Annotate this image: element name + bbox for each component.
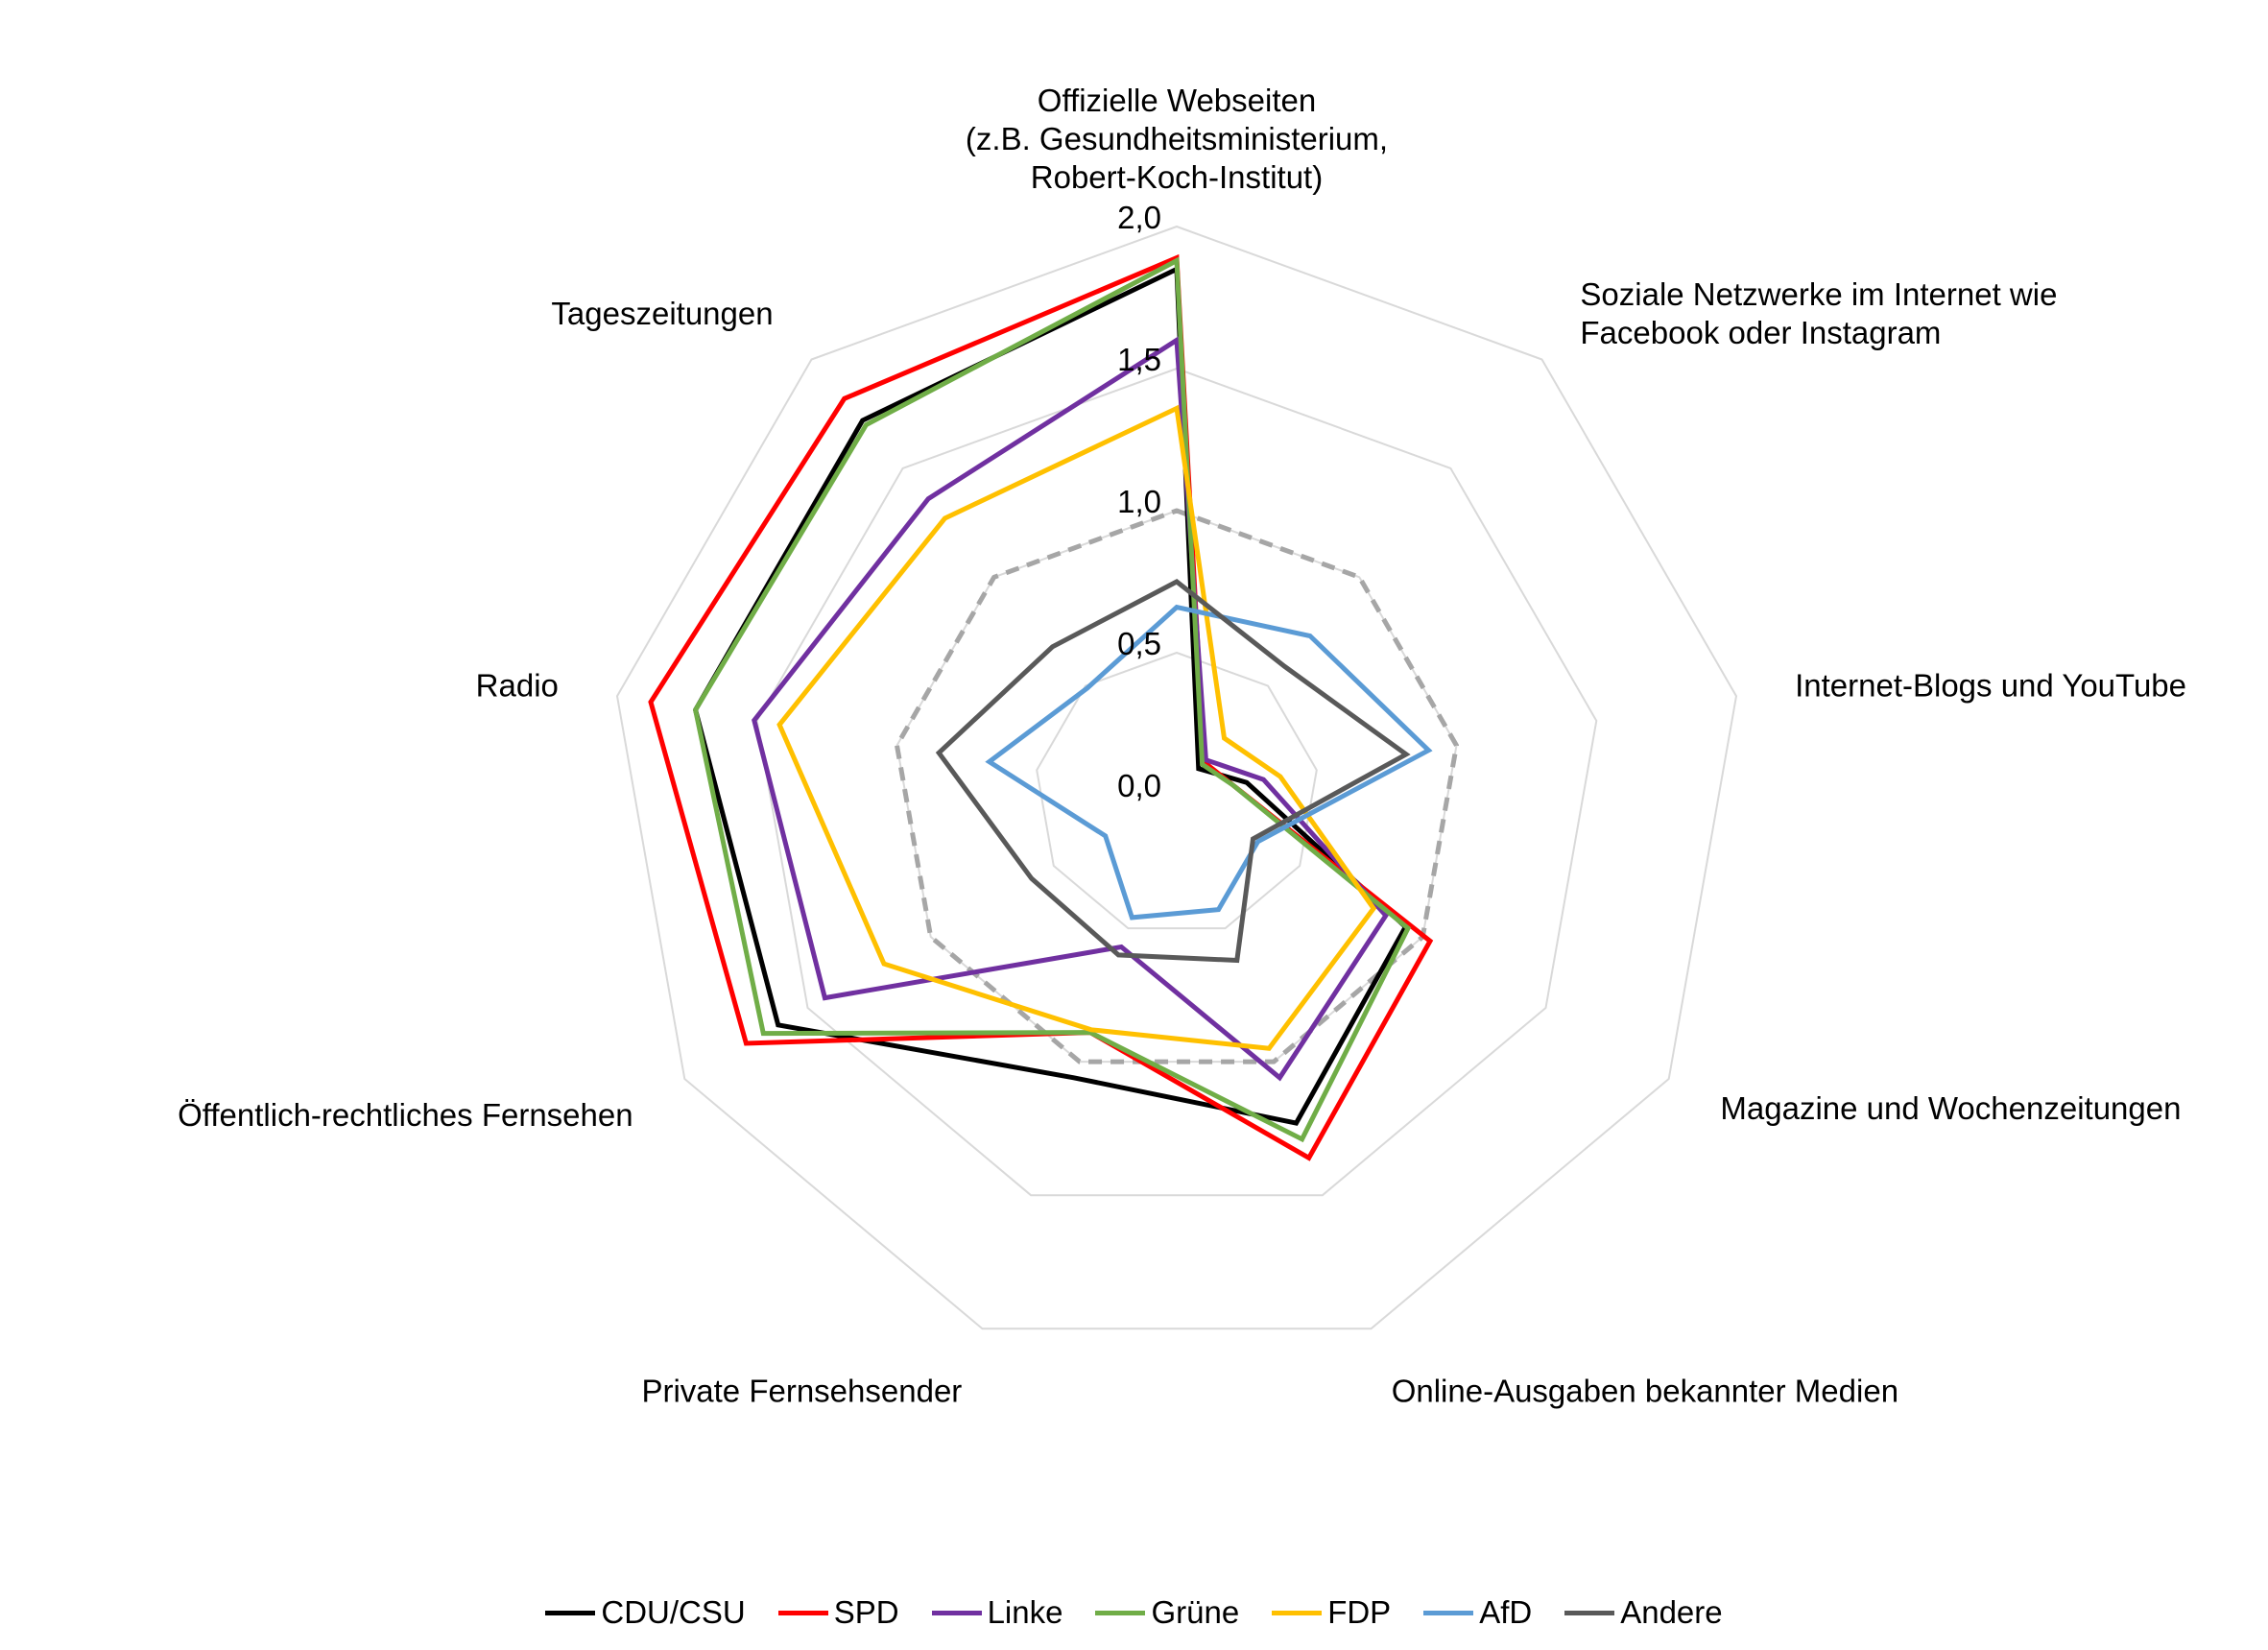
legend-swatch (1095, 1610, 1146, 1615)
tick-label: 0,5 (1117, 626, 1161, 661)
category-label: Öffentlich-rechtliches Fernsehen (178, 1097, 633, 1133)
category-label-line: Robert-Koch-Institut) (1031, 159, 1323, 195)
legend-swatch (1564, 1610, 1615, 1615)
series-layer (648, 253, 1434, 1161)
legend-label: Linke (987, 1594, 1063, 1630)
legend-label: Andere (1620, 1594, 1723, 1630)
category-label-line: Offizielle Webseiten (1038, 83, 1316, 118)
grid-ring (1036, 651, 1318, 930)
legend-label: Grüne (1151, 1594, 1240, 1630)
reference-polygon (895, 508, 1459, 1064)
category-label: Radio (476, 667, 559, 703)
series-fdp (776, 404, 1377, 1051)
category-label-line: Private Fernsehsender (641, 1374, 962, 1409)
legend: CDU/CSU SPD Linke Grüne FDP AfD Andere (0, 1589, 2268, 1637)
category-label: Private Fernsehsender (641, 1374, 962, 1409)
category-label-line: Magazine und Wochenzeitungen (1720, 1090, 2181, 1126)
series-gr-ne (692, 256, 1412, 1143)
legend-item: AfD (1423, 1594, 1532, 1631)
tick-label: 1,5 (1117, 342, 1161, 377)
category-label-line: Radio (476, 667, 559, 703)
category-labels: Offizielle Webseiten(z.B. Gesundheitsmin… (178, 83, 2186, 1409)
legend-label: AfD (1479, 1594, 1533, 1630)
category-label-line: Soziale Netzwerke im Internet wie (1580, 276, 2057, 312)
legend-item: Grüne (1095, 1594, 1239, 1631)
tick-label: 1,0 (1117, 484, 1161, 519)
tick-label: 0,0 (1117, 768, 1161, 803)
category-label-line: (z.B. Gesundheitsministerium, (966, 121, 1388, 156)
category-label: Offizielle Webseiten(z.B. Gesundheitsmin… (966, 83, 1388, 195)
category-label-line: Internet-Blogs und YouTube (1795, 667, 2186, 703)
series-afd (985, 604, 1433, 921)
legend-item: SPD (777, 1594, 899, 1631)
grid-ring (755, 367, 1598, 1197)
legend-label: SPD (833, 1594, 899, 1630)
category-label: Tageszeitungen (551, 296, 773, 331)
category-label-line: Tageszeitungen (551, 296, 773, 331)
legend-swatch (1423, 1610, 1474, 1615)
legend-label: FDP (1327, 1594, 1392, 1630)
category-label: Magazine und Wochenzeitungen (1720, 1090, 2181, 1126)
category-label: Internet-Blogs und YouTube (1795, 667, 2186, 703)
legend-swatch (931, 1610, 982, 1615)
legend-swatch (1272, 1610, 1323, 1615)
legend-item: Linke (931, 1594, 1063, 1631)
category-label: Soziale Netzwerke im Internet wieFaceboo… (1580, 276, 2057, 350)
category-label-line: Online-Ausgaben bekannter Medien (1392, 1374, 1898, 1409)
series-andere (935, 579, 1411, 964)
radial-tick-labels: 0,0 0,5 1,0 1,5 2,0 (1117, 200, 1161, 803)
legend-swatch (545, 1610, 596, 1615)
tick-label: 2,0 (1117, 200, 1161, 235)
legend-label: CDU/CSU (601, 1594, 746, 1630)
legend-swatch (777, 1610, 828, 1615)
reference-polygon-layer (895, 508, 1459, 1064)
radar-grid (615, 225, 1738, 1330)
grid-ring (615, 225, 1738, 1330)
legend-item: Andere (1564, 1594, 1723, 1631)
category-label: Online-Ausgaben bekannter Medien (1392, 1374, 1898, 1409)
category-label-line: Facebook oder Instagram (1580, 315, 1941, 350)
series-linke (752, 336, 1390, 1082)
legend-item: CDU/CSU (545, 1594, 746, 1631)
legend-item: FDP (1272, 1594, 1391, 1631)
category-label-line: Öffentlich-rechtliches Fernsehen (178, 1097, 633, 1133)
